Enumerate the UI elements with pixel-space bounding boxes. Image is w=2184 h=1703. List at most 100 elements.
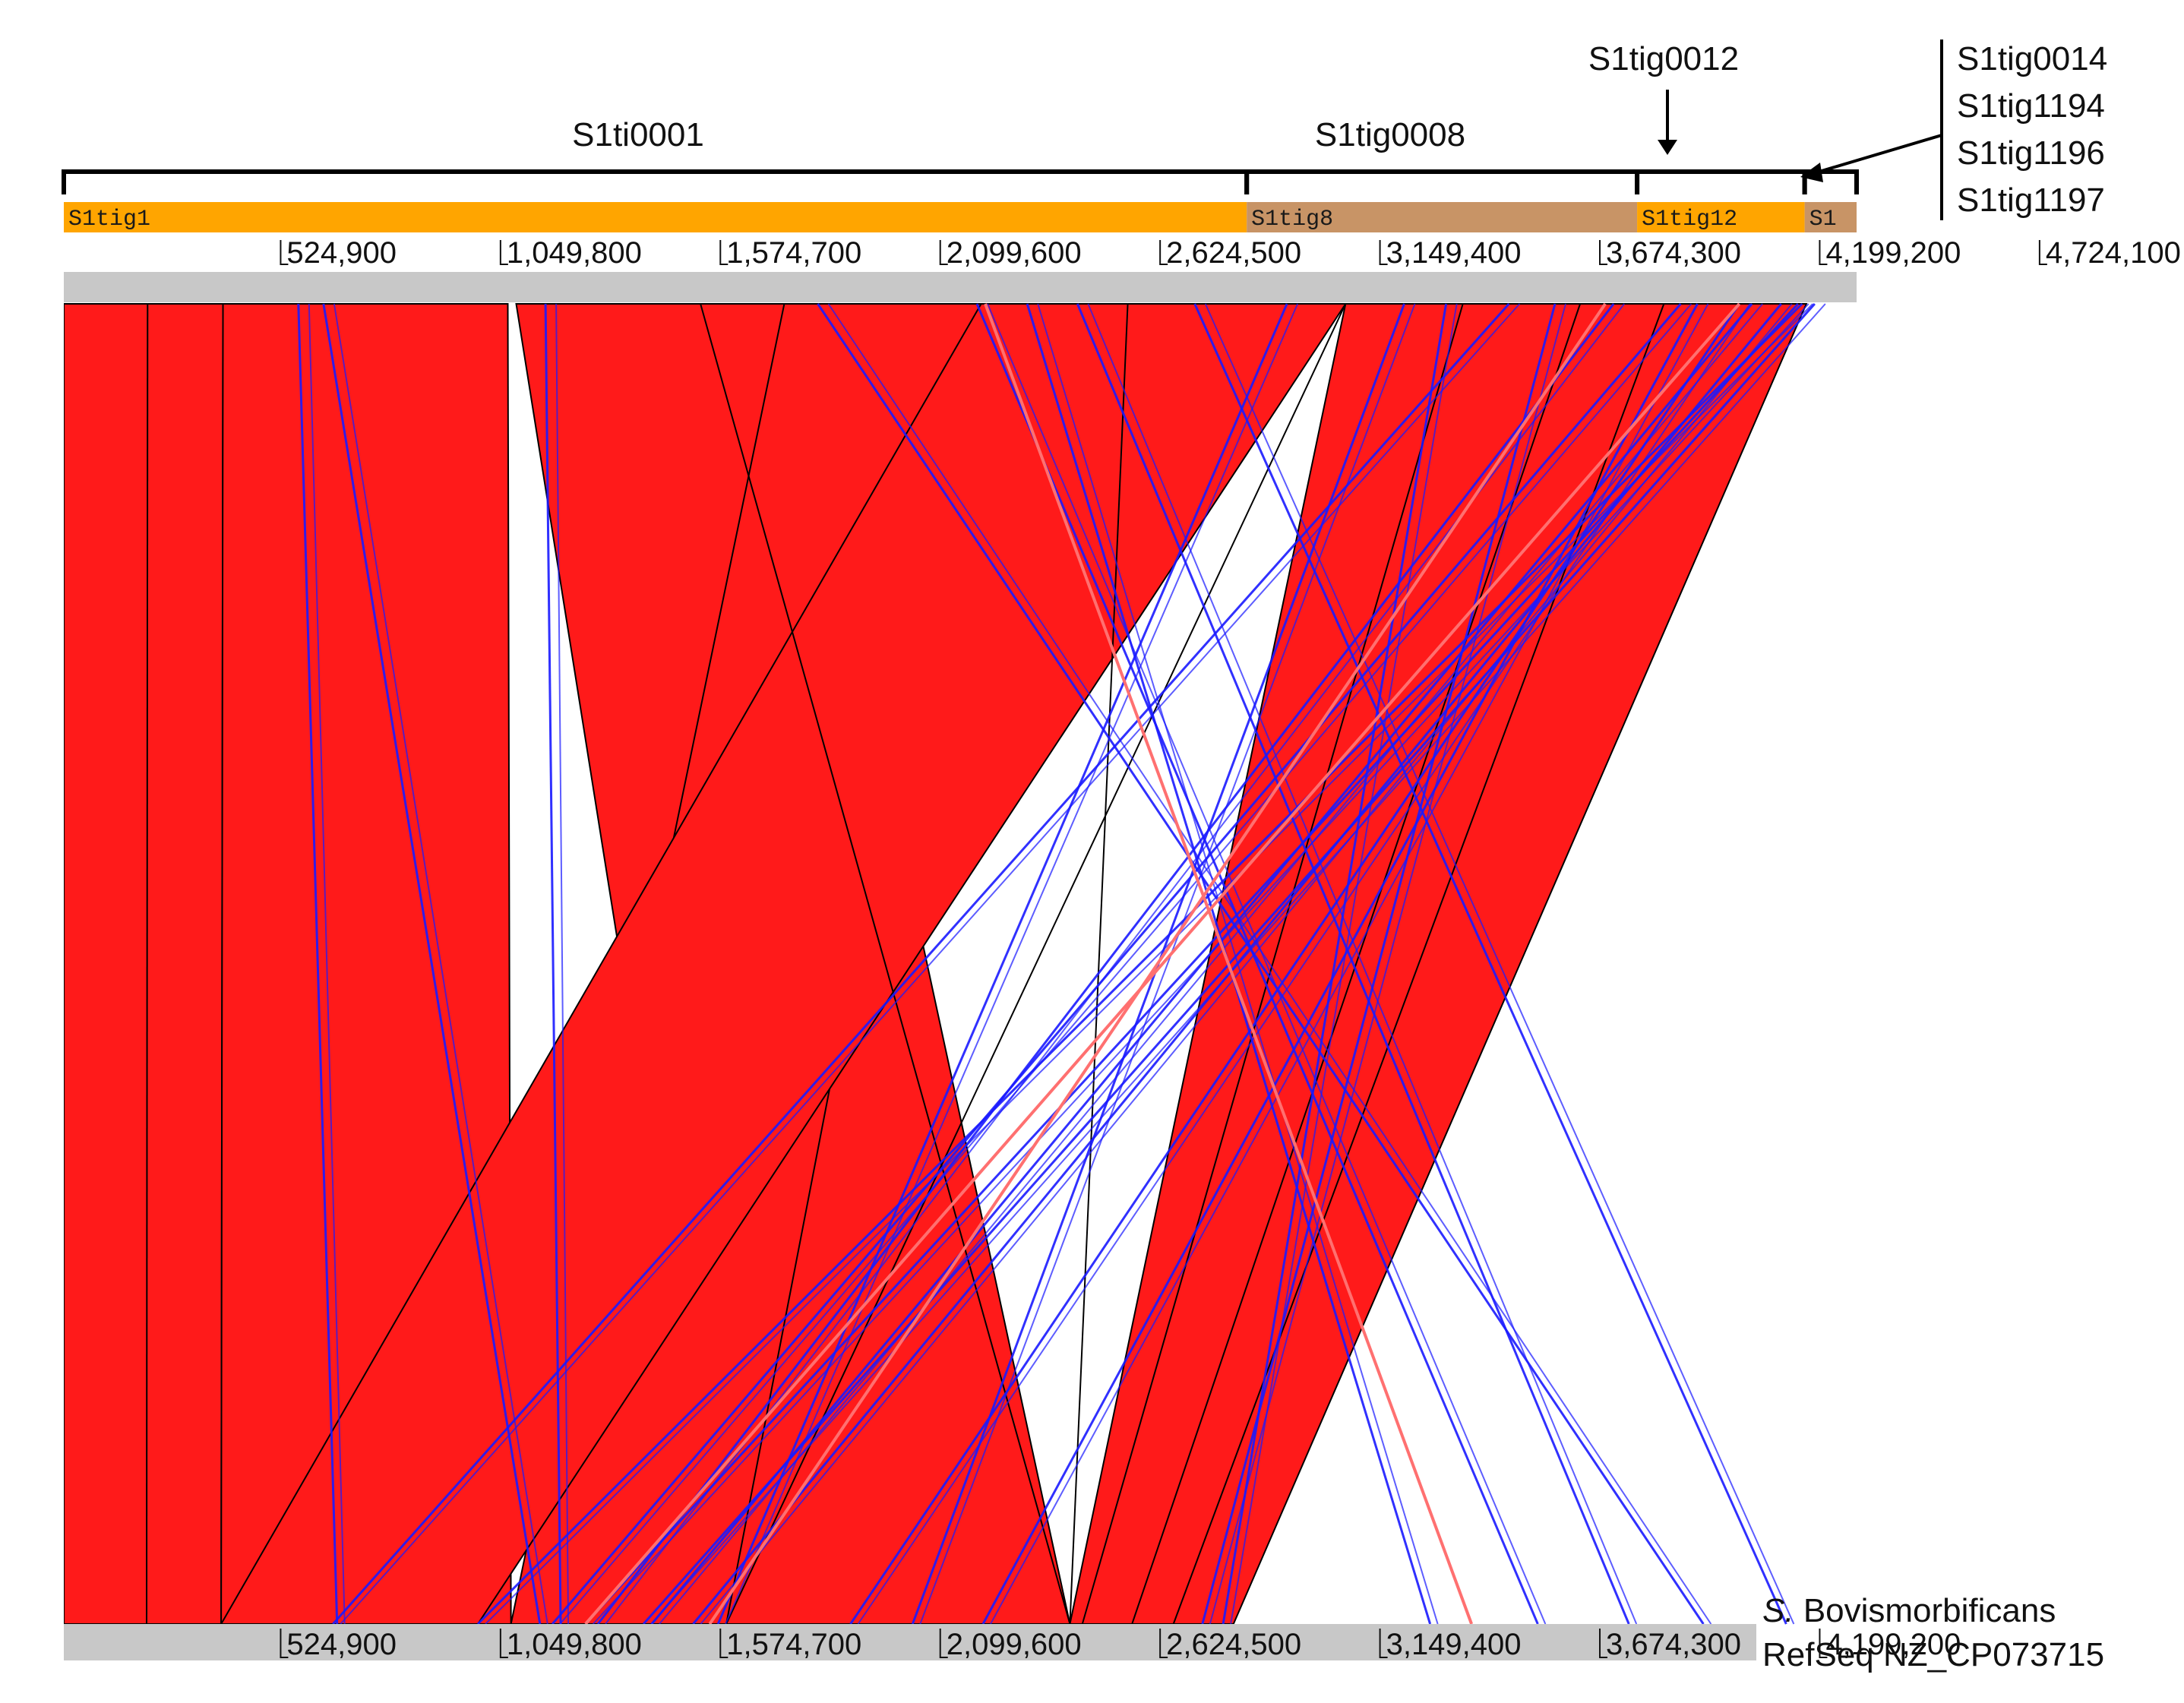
inversion-line-pair-9 [1204,303,1795,1625]
top-tick-mark [280,240,289,265]
synteny-block-1 [64,303,224,1625]
inversion-line-7 [584,302,1799,1626]
inversion-line-5 [552,303,1682,1625]
inversion-line-pair-14 [827,303,1712,1625]
top-tick-mark [939,240,948,265]
bottom-tick-mark [1159,1629,1168,1658]
bottom-tick-mark [499,1629,508,1658]
alignment-clip-group [64,302,1826,1626]
inversion-line-pair-7 [593,303,1809,1625]
bottom-tick-mark [719,1629,729,1658]
inversion-line-21 [332,303,1510,1625]
contig-segment-4 [1804,202,1857,232]
inversion-line-3 [544,303,562,1625]
inversion-line-12 [981,303,1699,1625]
inversion-line-17 [596,303,1615,1625]
inversion-line-pair-4 [725,303,1299,1625]
inversion-line-pair-5 [559,303,1693,1625]
inversion-line-pair-1 [333,303,548,1625]
top-tick-mark [2038,240,2047,265]
top-tick-mark [1159,240,1168,265]
inversion-line-15 [975,303,1539,1625]
genome-rulers [64,272,1857,1660]
side-list-item: S1tig1194 [1957,87,2105,125]
inversion-line-9 [1193,303,1787,1625]
bottom-tick-label: 3,149,400 [1386,1628,1522,1661]
top-tick-label: 3,149,400 [1386,236,1522,270]
contig-annotations: S1tig1 S1tig8 S1tig12 S1 524,900 1,049,800 1,5… [62,39,2181,1661]
bottom-tick-mark [1599,1629,1608,1658]
top-tick-mark [499,240,508,265]
bottom-tick-mark [1379,1629,1388,1658]
contig-label: S1tig8 [1251,207,1333,232]
bottom-tick-label: 1,049,800 [507,1628,642,1661]
inversion-line-pair-20 [1037,303,1439,1625]
top-genome-ruler [64,272,1857,302]
inversion-line-pair-2 [308,303,346,1625]
contig-segment-2 [1247,202,1638,232]
block-divider-3 [1069,303,1129,1625]
top-tick-mark [1599,240,1608,265]
top-tick-label: 2,624,500 [1166,236,1301,270]
inversion-line-pair-10 [1087,303,1638,1625]
group-title: S1tig0008 [1315,116,1465,153]
inversion-line-pair-16 [700,303,1793,1625]
bottom-tick-label: 2,099,600 [947,1628,1082,1661]
inversion-line-pair-19 [919,303,1416,1625]
top-tick-mark [1819,240,1828,265]
top-tick-label: 3,674,300 [1606,236,1741,270]
side-list-arrow-shaft [1813,134,1942,175]
block-divider-2 [700,303,1071,1625]
side-list-arrow-head [1800,163,1823,182]
top-tick-label: 1,049,800 [507,236,642,270]
bottom-tick-mark [939,1629,948,1658]
weak-match-line-1 [984,303,1473,1625]
block-divider-4 [1081,303,1464,1625]
top-tick-mark [719,240,729,265]
reference-genus: S. [1762,1592,1794,1629]
top-tick-label: 2,099,600 [947,236,1082,270]
reference-caption: S. Bovismorbificans [1762,1589,2056,1633]
reference-species: Bovismorbificans [1803,1592,2056,1629]
contig-segment-3 [1637,202,1805,232]
reference-accession: RefSeq NZ_CP073715 [1762,1636,2105,1673]
group-arrow-head [1658,140,1677,155]
top-tick-label: 1,574,700 [726,236,861,270]
alignment-panel [64,302,1826,1626]
inversion-line-pair-22 [485,303,1814,1625]
inversion-line-pair-3 [555,303,570,1625]
bottom-tick-label: 524,900 [286,1628,397,1661]
reference-genome-ruler [64,1624,1756,1660]
inversion-line-4 [716,303,1288,1625]
top-tick-label: 4,724,100 [2046,236,2181,270]
block-divider-5 [1131,303,1582,1625]
inversion-line-pair-8 [1209,303,1566,1625]
contig-label: S1tig1 [68,207,150,232]
contig-label: S1 [1809,207,1837,232]
inversion-line-pair-11 [1230,303,1458,1625]
side-list-item: S1tig1196 [1957,134,2105,172]
contig-label: S1tig12 [1642,207,1737,232]
inversion-line-2 [297,303,339,1625]
group-title: S1tig0012 [1588,40,1739,77]
inversion-line-11 [1222,303,1448,1625]
bottom-tick-mark [1819,1629,1828,1658]
bottom-tick-mark [280,1629,289,1658]
contig-segment-1 [64,202,1247,232]
inversion-line-22 [476,302,1803,1626]
inversion-line-10 [1076,303,1630,1625]
inversion-line-1 [322,303,542,1625]
group-title: S1ti0001 [572,116,704,153]
bottom-tick-label: 2,624,500 [1166,1628,1301,1661]
weak-match-line-2 [584,302,1741,1626]
top-tick-label: 524,900 [286,236,397,270]
inversion-line-14 [817,303,1705,1625]
top-tick-label: 4,199,200 [1825,236,1961,270]
side-list-item: S1tig1197 [1957,182,2105,219]
inversion-line-pair-21 [340,303,1521,1625]
bottom-tick-label: 1,574,700 [726,1628,861,1661]
side-list-item: S1tig0014 [1957,40,2107,77]
inversion-line-pair-15 [987,303,1547,1625]
top-tick-mark [1379,240,1388,265]
